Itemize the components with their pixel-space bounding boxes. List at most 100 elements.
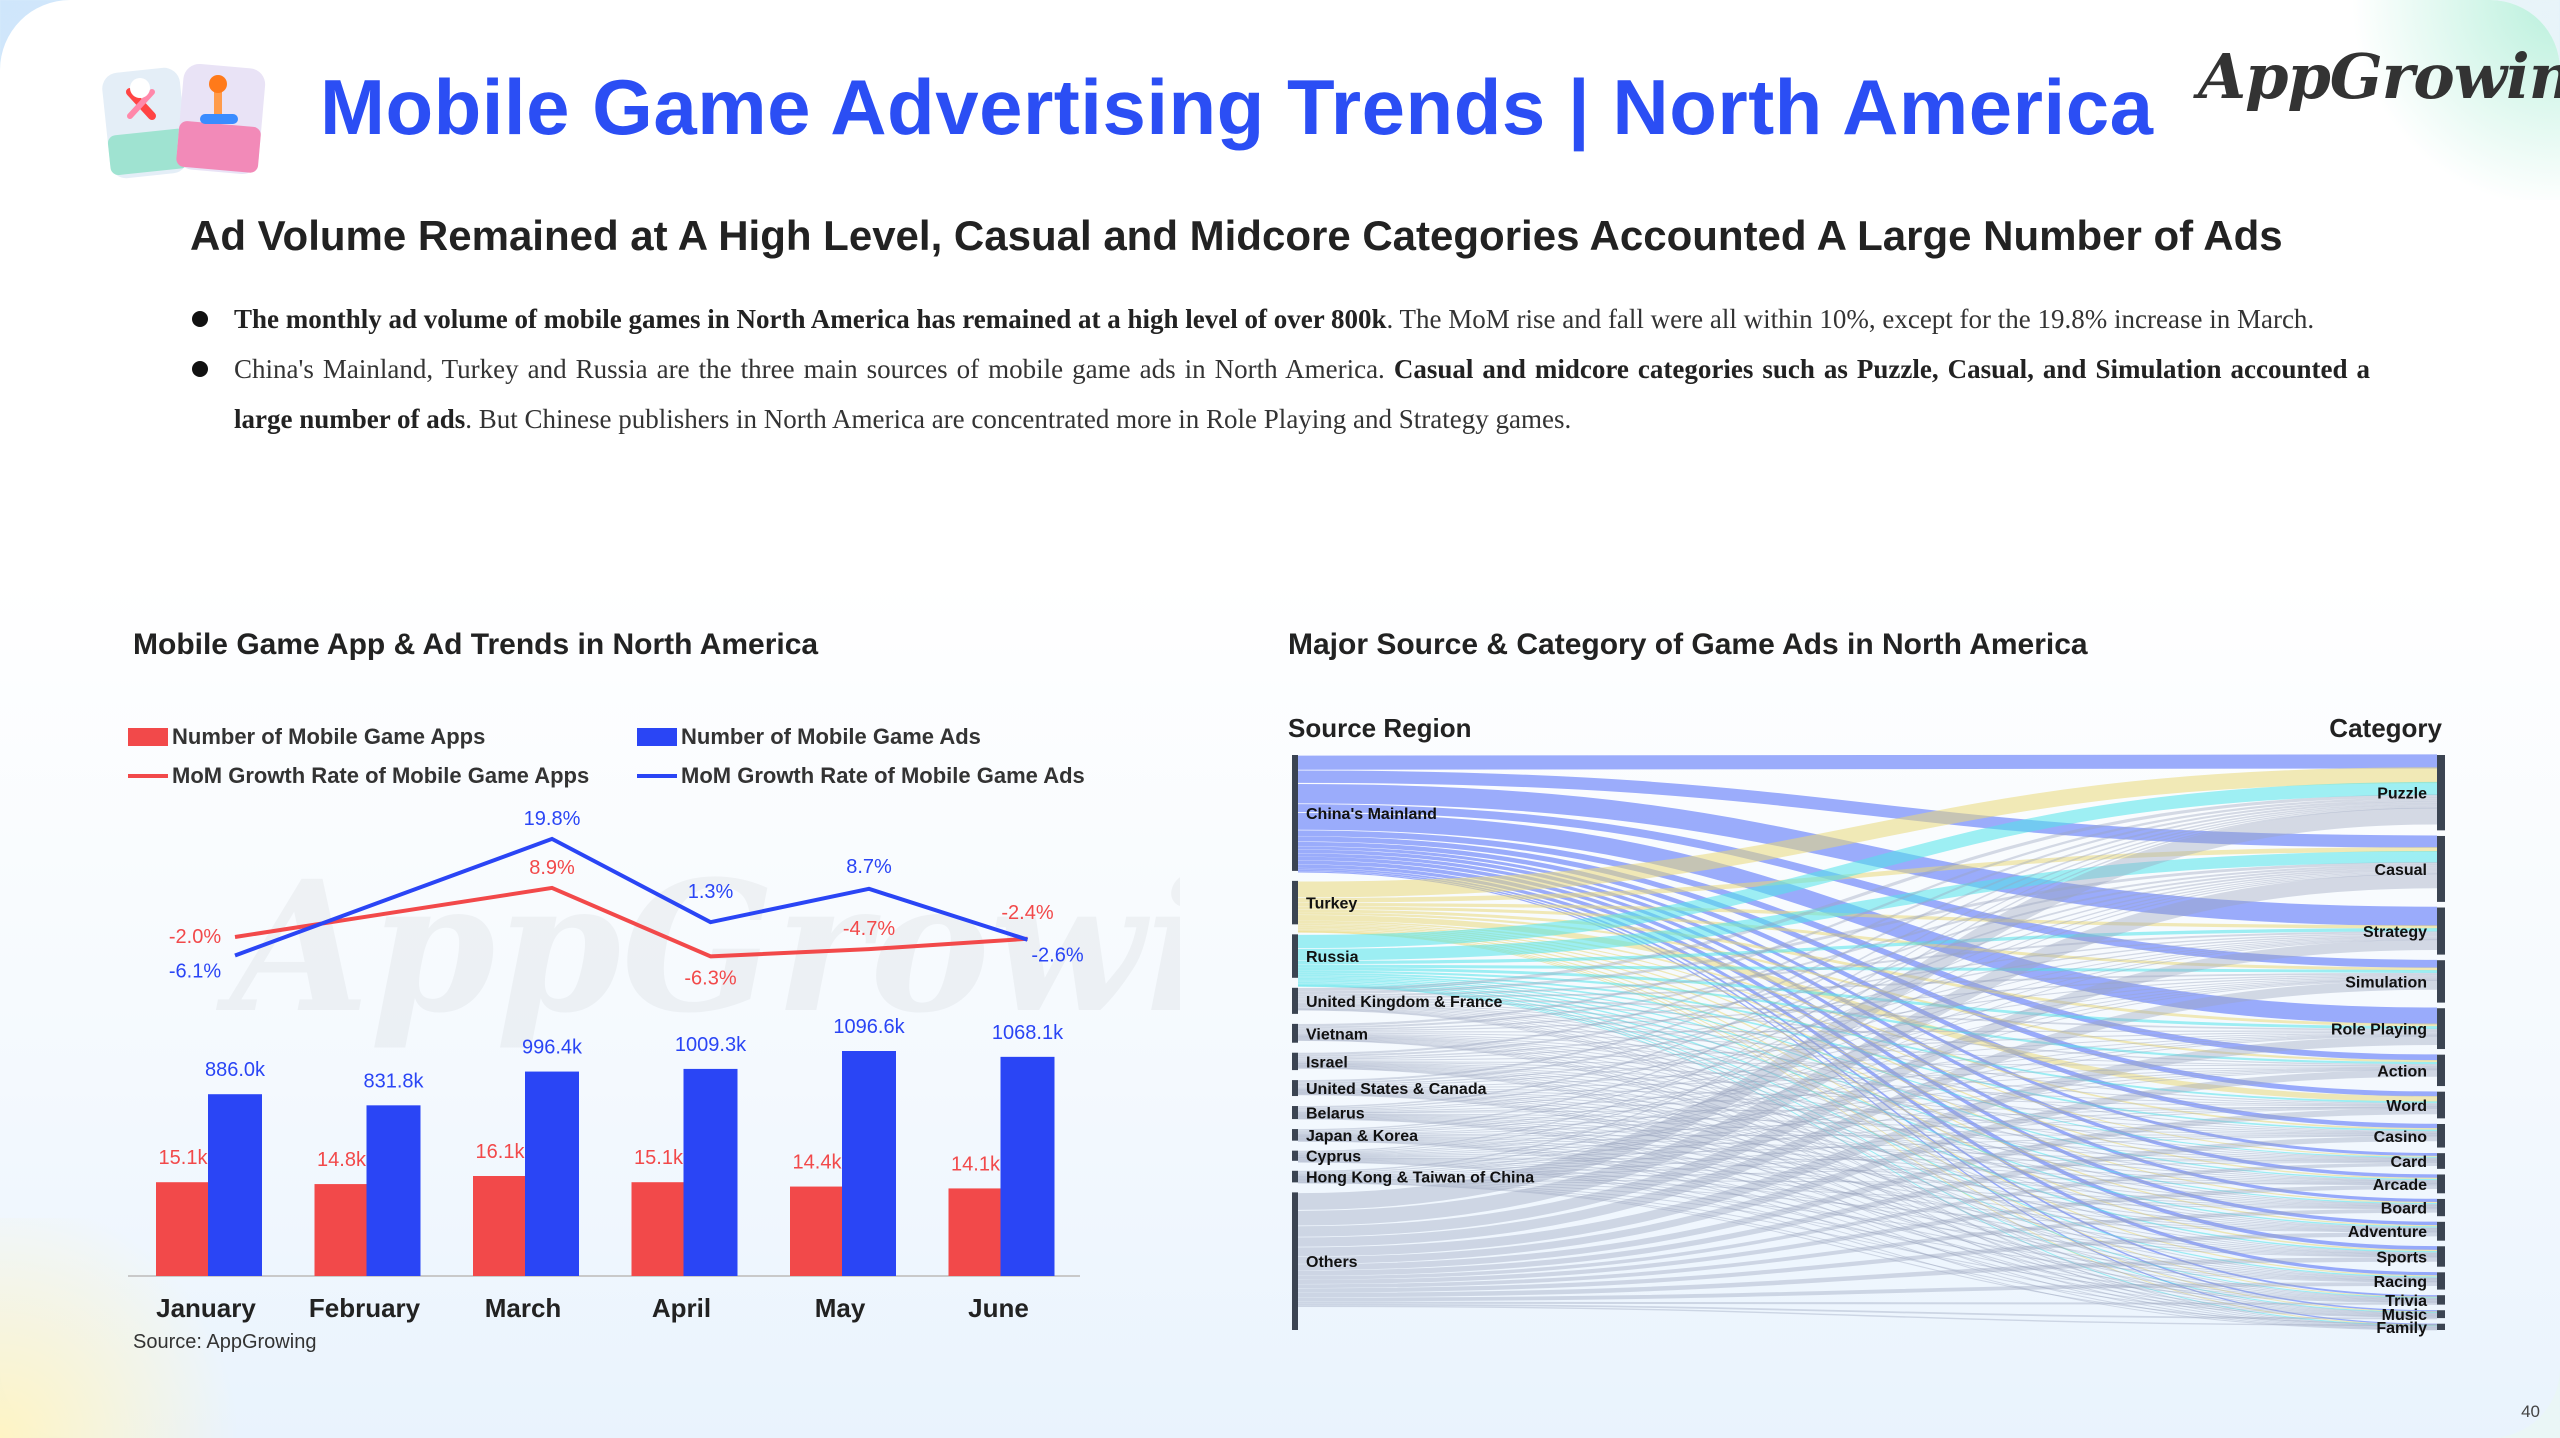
sankey-flow	[1297, 1005, 2438, 1205]
sankey-flow	[1297, 1009, 2438, 1327]
sankey-flow	[1297, 979, 2438, 1176]
sankey-flow	[1297, 1106, 2438, 1136]
game-controller-icon	[102, 63, 266, 179]
sankey-flow	[1297, 812, 2438, 1025]
sankey-flow	[1297, 1303, 2438, 1320]
sankey-flow	[1297, 1036, 2438, 1206]
sankey-category-label: Casual	[2375, 862, 2427, 879]
line-ads-growth	[234, 836, 1029, 958]
bullet-item: China's Mainland, Turkey and Russia are …	[190, 344, 2370, 444]
legend-item-apps: Number of Mobile Game Apps	[128, 724, 485, 750]
sankey-category-label: Strategy	[2363, 924, 2427, 941]
bullet-item: The monthly ad volume of mobile games in…	[190, 294, 2370, 344]
sankey-source-label: United States & Canada	[1306, 1081, 1487, 1098]
sankey-flow	[1297, 1178, 2438, 1210]
sankey-flow	[1297, 1034, 2438, 1133]
sankey-category-label: Simulation	[2345, 974, 2427, 991]
sankey-category-node	[2437, 1008, 2445, 1050]
line-ads-growth-label: 19.8%	[524, 808, 581, 830]
bar-apps	[790, 1186, 844, 1276]
logo-text: AppGrowing	[2198, 40, 2560, 113]
sankey-flow	[1297, 1117, 2438, 1302]
sankey-flow	[1297, 1180, 2438, 1283]
legend-label: MoM Growth Rate of Mobile Game Ads	[681, 763, 1085, 788]
sankey-flow	[1297, 974, 2438, 1132]
legend-swatch	[637, 774, 677, 778]
sankey-flow	[1297, 1069, 2438, 1264]
sankey-flow	[1297, 984, 2438, 1299]
bar-apps	[473, 1176, 527, 1276]
sankey-flow	[1297, 931, 2438, 1313]
sankey-flow	[1297, 976, 2438, 1158]
bar-ads-label: 1009.3k	[675, 1034, 747, 1056]
sankey-flow	[1297, 1068, 2438, 1157]
sankey-category-label: Action	[2377, 1063, 2427, 1080]
sankey-category-node	[2437, 1323, 2445, 1330]
sankey-flow	[1297, 1008, 2438, 1314]
sankey-flow	[1297, 928, 2438, 965]
sankey-flow	[1297, 974, 2438, 1032]
sankey-flow	[1297, 841, 2438, 1129]
sankey-flow	[1297, 1038, 2438, 1300]
x-tick-label: February	[309, 1293, 421, 1323]
sankey-flow	[1297, 1181, 2438, 1318]
trend-chart-title: Mobile Game App & Ad Trends in North Ame…	[133, 628, 819, 661]
sankey-flow	[1297, 1115, 2438, 1231]
sankey-flow	[1297, 967, 2438, 1029]
sankey-flow	[1297, 767, 2438, 898]
sankey-flow	[1297, 1032, 2438, 1088]
sankey-flow	[1297, 873, 2438, 1226]
sankey-flow	[1297, 797, 2438, 1027]
sankey-flow	[1297, 931, 2438, 1326]
sankey-flow	[1297, 1001, 2438, 1105]
sankey-flow	[1297, 1157, 2438, 1185]
sankey-flow	[1297, 1116, 2438, 1281]
sankey-flow	[1297, 912, 2438, 1063]
sankey-flow	[1297, 1158, 2438, 1209]
sankey-flow	[1297, 931, 2438, 997]
x-tick-label: June	[968, 1293, 1029, 1323]
sankey-flow	[1297, 1063, 2438, 1160]
sankey-category-node	[2437, 1123, 2445, 1148]
bullet-bold-text: The monthly ad volume of mobile games in…	[234, 304, 1387, 334]
sankey-flow	[1297, 977, 2438, 1181]
page-number: 40	[2521, 1402, 2540, 1421]
sankey-flow	[1297, 1137, 2438, 1232]
sankey-category-node	[2437, 1246, 2445, 1267]
sankey-category-label: Puzzle	[2377, 786, 2427, 803]
sankey-source-label: United Kingdom & France	[1306, 994, 1503, 1011]
line-apps-growth-label: -2.0%	[169, 926, 221, 948]
sankey-flow	[1297, 1118, 2438, 1330]
bar-ads-label: 1096.6k	[833, 1016, 905, 1038]
sankey-flow	[1297, 794, 2438, 992]
sankey-flow	[1297, 980, 2438, 1247]
sankey-flow	[1297, 801, 2438, 1083]
line-apps-growth-label: -4.7%	[843, 918, 895, 940]
bar-apps	[314, 1184, 369, 1276]
sankey-flow	[1297, 799, 2438, 1055]
line-apps-growth	[234, 885, 1028, 959]
sankey-flow	[1297, 1139, 2438, 1302]
sankey-flow	[1297, 1066, 2438, 1301]
sankey-flow	[1297, 1179, 2438, 1233]
sankey-flow	[1297, 1007, 2438, 1279]
sankey-flow	[1297, 1035, 2438, 1160]
line-apps-growth-label: 8.9%	[529, 857, 575, 879]
sankey-flow	[1297, 1035, 2438, 1177]
sankey-flow	[1297, 1305, 2438, 1326]
sankey-flow	[1297, 1033, 2438, 1113]
bar-ads	[1000, 1056, 1055, 1276]
bar-ads-label: 996.4k	[522, 1037, 583, 1059]
sankey-flow	[1297, 1030, 2438, 1033]
sankey-flow	[1297, 1093, 2438, 1316]
sankey-flow	[1297, 1067, 2438, 1328]
sankey-flow	[1297, 1160, 2438, 1303]
sankey-flow	[1297, 998, 2438, 1031]
sankey-flow	[1297, 1091, 2438, 1231]
sankey-source-node	[1292, 1192, 1298, 1330]
sankey-source-label: Belarus	[1306, 1106, 1365, 1123]
sankey-flow	[1297, 1066, 2438, 1089]
sankey-flow	[1297, 1033, 2438, 1106]
sankey-flow	[1297, 807, 2438, 1210]
